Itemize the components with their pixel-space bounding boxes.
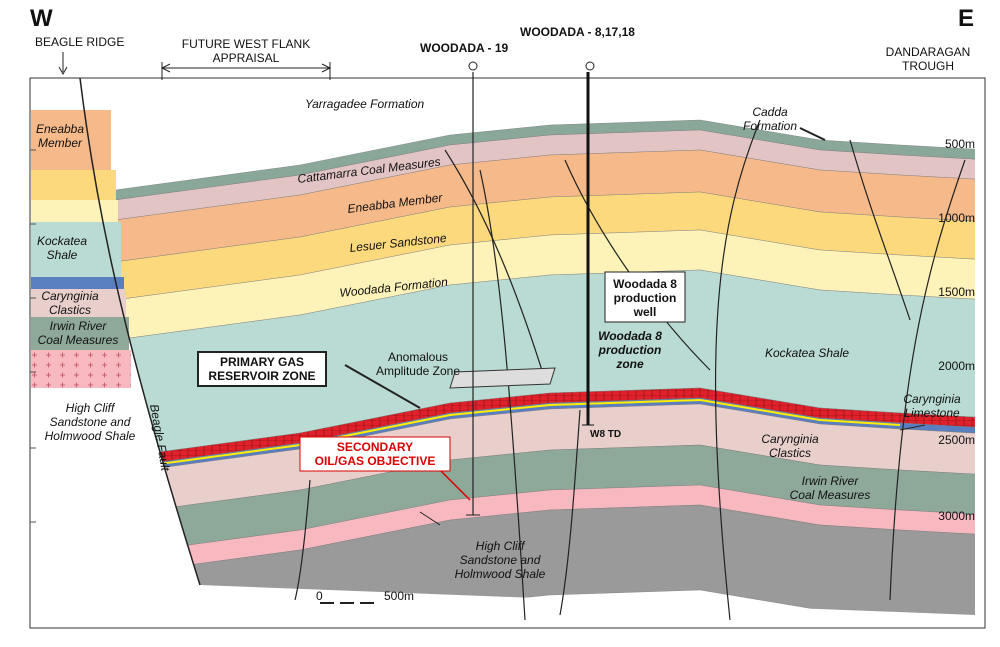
callout: SECONDARY OIL/GAS OBJECTIVE xyxy=(315,440,436,468)
formation-label: Kockatea Shale xyxy=(765,346,849,360)
depth-label: 500m xyxy=(945,137,975,151)
callout: Woodada 8 production zone xyxy=(598,329,663,371)
depth-label: 1500m xyxy=(938,285,975,299)
formation-label: Carynginia Limestone xyxy=(903,392,961,420)
formation-label: Irwin River Coal Measures xyxy=(790,474,871,502)
callout: W8 TD xyxy=(590,429,621,440)
beagle-ridge: BEAGLE RIDGE xyxy=(35,35,124,49)
column-label: Carynginia Clastics xyxy=(41,289,99,317)
woodada-19: WOODADA - 19 xyxy=(420,41,509,55)
beagle-fault-line xyxy=(79,77,201,586)
formation-label: Yarragadee Formation xyxy=(305,97,425,111)
column-label: Kockatea Shale xyxy=(37,234,87,262)
depth-ticks xyxy=(30,149,36,523)
secondary-box xyxy=(299,436,451,472)
column-label: Eneabba Member xyxy=(36,122,84,150)
reservoir-sand xyxy=(159,398,901,465)
stratum xyxy=(80,504,975,615)
primary-box xyxy=(197,351,327,387)
dandaragan: DANDARAGAN TROUGH xyxy=(886,45,971,73)
scale-label: 500m xyxy=(384,589,414,603)
callout: PRIMARY GAS RESERVOIR ZONE xyxy=(208,355,315,383)
formation-label: High Cliff Sandstone and Holmwood Shale xyxy=(455,539,546,581)
column-label: High Cliff Sandstone and Holmwood Shale xyxy=(45,401,136,443)
scale-label: 0 xyxy=(316,589,323,603)
west-label: W xyxy=(30,5,53,32)
depth-label: 3000m xyxy=(938,509,975,523)
anomalous-zone xyxy=(449,367,556,389)
east-label: E xyxy=(958,5,974,32)
wells xyxy=(466,61,595,516)
woodada-8: WOODADA - 8,17,18 xyxy=(520,25,635,39)
callout: Anomalous Amplitude Zone xyxy=(376,350,460,378)
depth-label: 2500m xyxy=(938,433,975,447)
formation-label: Carynginia Clastics xyxy=(761,432,819,460)
formation-label: Cadda Formation xyxy=(743,105,797,133)
column-label: Irwin River Coal Measures xyxy=(38,319,119,347)
future-west-flank: FUTURE WEST FLANK APPRAISAL xyxy=(182,37,310,65)
callout: Woodada 8 production well xyxy=(613,277,677,319)
depth-label: 1000m xyxy=(938,211,975,225)
left-column xyxy=(31,110,131,388)
well-box xyxy=(604,271,686,323)
depth-label: 2000m xyxy=(938,359,975,373)
